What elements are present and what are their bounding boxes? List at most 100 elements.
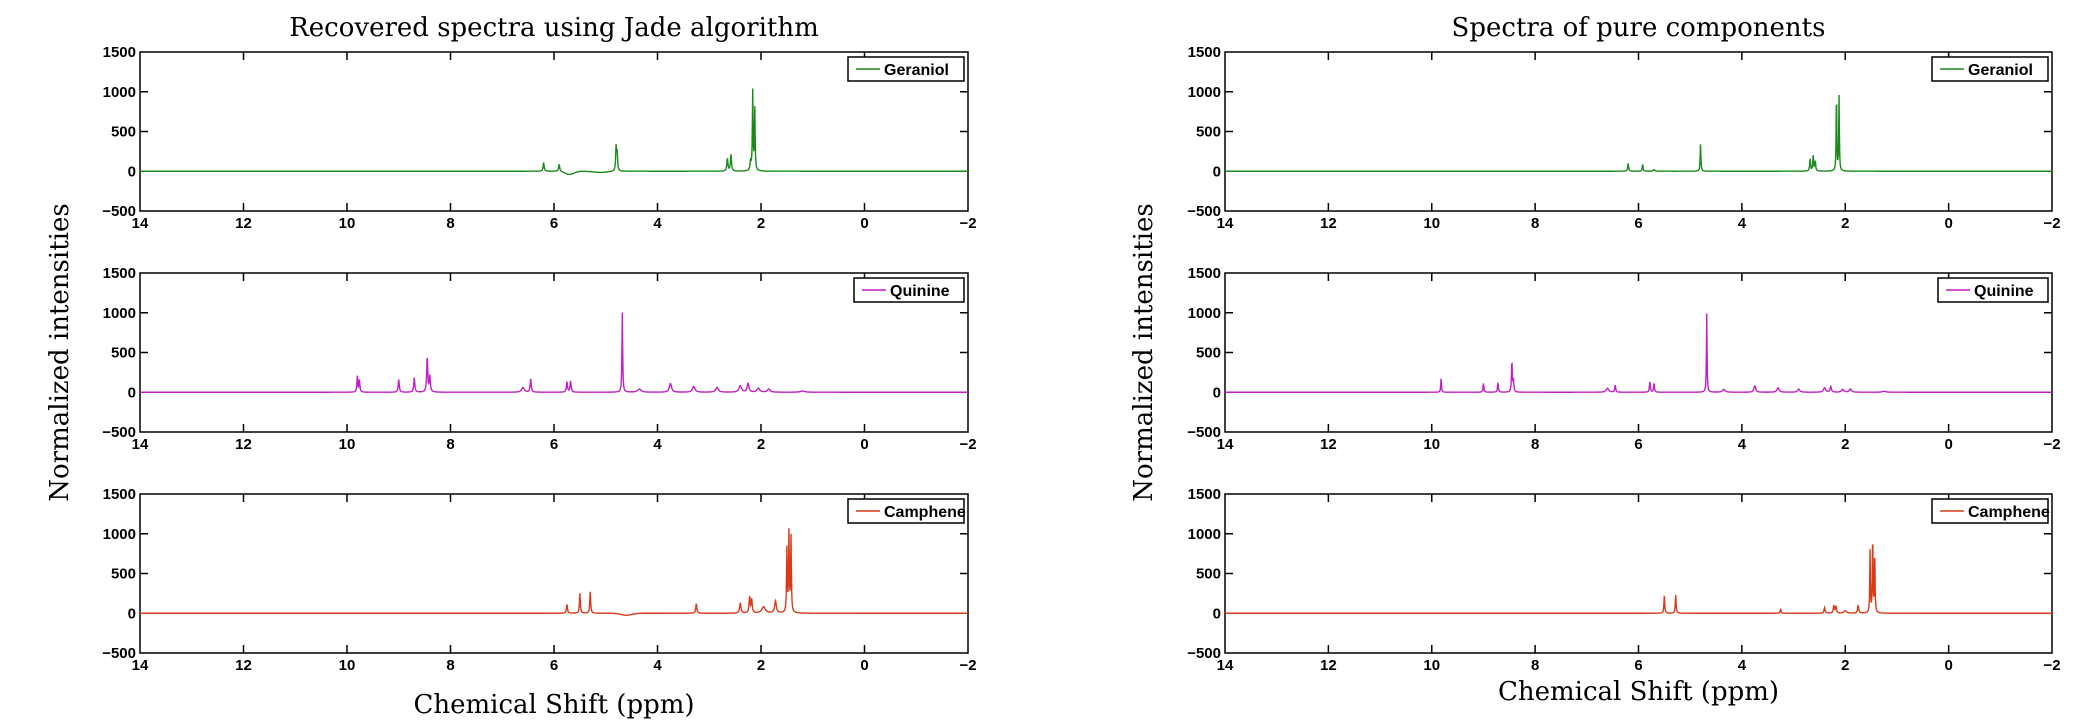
subplot-quinine: 14 12 10 8 6 4 2 0 −2 1500 1000 500 0 −500 Quinine <box>1187 265 2060 453</box>
y-tick-label: −500 <box>102 424 136 441</box>
series-line-geraniol <box>140 88 968 176</box>
legend-label: Quinine <box>1974 283 2034 300</box>
subplot-camphene: 14 12 10 8 6 4 2 0 −2 1500 1000 500 0 −500 Camphene <box>1187 486 2060 674</box>
y-tick-label: 0 <box>128 163 136 180</box>
series-line-camphene <box>140 528 968 616</box>
legend: Camphene <box>1931 498 2050 524</box>
x-tick-label: 14 <box>132 436 149 453</box>
x-tick-label: −2 <box>959 436 976 453</box>
y-tick-label: 1000 <box>103 305 136 322</box>
y-tick-label: 0 <box>128 605 136 622</box>
plot-frame <box>139 272 969 433</box>
y-tick-label: −500 <box>1187 424 1221 441</box>
x-tick-label: 4 <box>653 657 662 674</box>
x-tick-label: 14 <box>1217 657 1234 674</box>
y-tick-label: 1500 <box>103 44 136 61</box>
x-tick-label: 6 <box>550 215 558 232</box>
legend: Geraniol <box>847 56 965 82</box>
x-tick-label: 10 <box>1423 657 1440 674</box>
x-tick-label: 4 <box>653 215 662 232</box>
y-tick-label: 500 <box>111 345 136 362</box>
x-tick-label: 8 <box>446 657 454 674</box>
x-tick-label: 6 <box>1634 215 1642 232</box>
x-tick-label: 8 <box>1531 436 1539 453</box>
y-tick-label: 1500 <box>103 265 136 282</box>
x-tick-label: 14 <box>1217 436 1234 453</box>
y-tick-label: 1000 <box>103 526 136 543</box>
y-tick-label: 500 <box>1196 566 1221 583</box>
x-tick-label: 6 <box>1634 436 1642 453</box>
y-tick-label: 1000 <box>1188 84 1221 101</box>
x-tick-label: −2 <box>959 657 976 674</box>
x-tick-label: 2 <box>1841 657 1849 674</box>
plot-frame <box>1224 51 2053 212</box>
subplot-geraniol: 14 12 10 8 6 4 2 0 −2 1500 1000 500 0 −500 Geraniol <box>1187 44 2060 232</box>
x-tick-label: 0 <box>1944 436 1952 453</box>
x-tick-label: 10 <box>339 215 356 232</box>
y-tick-label: 500 <box>111 124 136 141</box>
legend-label: Quinine <box>890 283 950 300</box>
y-tick-label: 1000 <box>1188 305 1221 322</box>
x-tick-label: 14 <box>1217 215 1234 232</box>
legend: Quinine <box>1937 277 2049 303</box>
y-tick-label: 500 <box>1196 124 1221 141</box>
plot-frame <box>139 51 969 212</box>
x-tick-label: 4 <box>1738 215 1747 232</box>
y-tick-label: −500 <box>102 645 136 662</box>
y-tick-label: 0 <box>128 384 136 401</box>
x-tick-label: 4 <box>653 436 662 453</box>
x-tick-label: 12 <box>1320 436 1337 453</box>
y-tick-label: −500 <box>1187 203 1221 220</box>
x-tick-label: 2 <box>757 215 765 232</box>
subplot-geraniol: 14 12 10 8 6 4 2 0 −2 1500 1000 500 0 −500 Geraniol <box>102 44 976 232</box>
x-tick-label: 14 <box>132 215 149 232</box>
x-axis-label: Chemical Shift (ppm) <box>413 690 694 720</box>
legend: Geraniol <box>1931 56 2049 82</box>
x-axis-label: Chemical Shift (ppm) <box>1498 677 1779 707</box>
plot-frame <box>139 493 969 654</box>
y-tick-label: 1500 <box>1188 486 1221 503</box>
legend-box <box>847 56 965 82</box>
x-tick-label: 14 <box>132 657 149 674</box>
legend: Camphene <box>847 498 966 524</box>
x-tick-label: 0 <box>860 215 868 232</box>
legend-label: Camphene <box>884 504 966 521</box>
x-tick-label: 2 <box>1841 215 1849 232</box>
subplot-camphene: 14 12 10 8 6 4 2 0 −2 1500 1000 500 0 −500 Camphene <box>102 486 976 674</box>
y-tick-label: 1000 <box>1188 526 1221 543</box>
panel-1: Recovered spectra using Jade algorithm Ch… <box>45 13 977 720</box>
x-tick-label: 10 <box>339 657 356 674</box>
series-line-quinine <box>140 312 968 393</box>
x-tick-label: 8 <box>1531 657 1539 674</box>
plot-frame <box>1224 272 2053 433</box>
x-tick-label: 0 <box>860 436 868 453</box>
y-tick-label: 1500 <box>1188 265 1221 282</box>
x-tick-label: −2 <box>2043 436 2060 453</box>
x-tick-label: 10 <box>1423 436 1440 453</box>
x-tick-label: 8 <box>446 215 454 232</box>
legend-label: Geraniol <box>1968 62 2033 79</box>
y-axis-label: Normalized intensities <box>45 203 75 501</box>
x-tick-label: 2 <box>757 436 765 453</box>
x-tick-label: 12 <box>235 657 252 674</box>
x-tick-label: −2 <box>2043 657 2060 674</box>
legend: Quinine <box>853 277 965 303</box>
x-tick-label: 0 <box>860 657 868 674</box>
x-tick-label: 12 <box>1320 215 1337 232</box>
series-line-camphene <box>1225 543 2052 614</box>
panel-title: Spectra of pure components <box>1452 13 1826 43</box>
y-tick-label: 1000 <box>103 84 136 101</box>
x-tick-label: 12 <box>235 215 252 232</box>
series-line-quinine <box>1225 313 2052 393</box>
y-tick-label: 0 <box>1213 605 1221 622</box>
y-tick-label: −500 <box>1187 645 1221 662</box>
y-tick-label: 1500 <box>103 486 136 503</box>
y-tick-label: −500 <box>102 203 136 220</box>
y-tick-label: 0 <box>1213 163 1221 180</box>
x-tick-label: 6 <box>550 436 558 453</box>
y-tick-label: 1500 <box>1188 44 1221 61</box>
series-line-geraniol <box>1225 94 2052 172</box>
x-tick-label: 12 <box>1320 657 1337 674</box>
x-tick-label: 6 <box>550 657 558 674</box>
